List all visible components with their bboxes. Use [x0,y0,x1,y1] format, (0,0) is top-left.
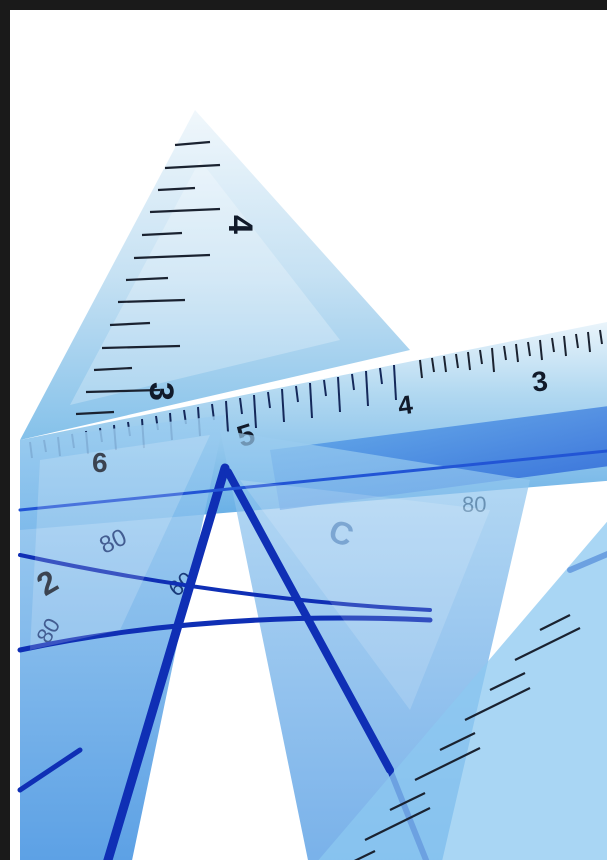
ruler-number-4: 4 [221,215,259,234]
rulers-photo: 4 3 [17,110,607,860]
ruler-number-3-top: 3 [142,382,180,401]
ruler-number-4-straight: 4 [396,389,415,421]
straight-ruler-ticks [419,329,603,379]
triangle-ruler-back [20,110,410,440]
ruler-number-3-straight: 3 [530,365,550,398]
plastic-highlight-2 [240,480,490,710]
triangle-ruler-back-inner [70,160,340,405]
ruler-number-6: 6 [92,447,108,478]
triangle-lower-ticks [353,614,581,860]
triangle-ruler-lower-right [318,521,607,860]
triangle-back-ticks [75,140,221,416]
plastic-highlight [30,435,210,650]
triangle-ruler-front [20,415,225,860]
